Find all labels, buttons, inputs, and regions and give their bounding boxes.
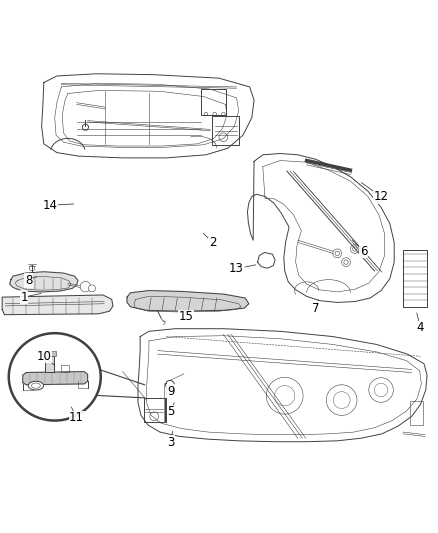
Polygon shape xyxy=(23,372,88,385)
Text: 15: 15 xyxy=(179,310,194,324)
Text: 9: 9 xyxy=(167,385,175,398)
Text: 5: 5 xyxy=(167,406,174,418)
Ellipse shape xyxy=(28,381,44,390)
Bar xyxy=(410,401,423,425)
Text: 8: 8 xyxy=(25,274,32,287)
Polygon shape xyxy=(10,272,78,292)
Bar xyxy=(144,398,165,422)
Text: 6: 6 xyxy=(360,245,367,257)
Text: 2: 2 xyxy=(208,236,216,249)
Text: 14: 14 xyxy=(43,199,58,212)
Bar xyxy=(403,250,427,307)
Text: 1: 1 xyxy=(20,290,28,304)
Polygon shape xyxy=(2,295,113,314)
Bar xyxy=(201,89,226,115)
Ellipse shape xyxy=(9,333,101,421)
Bar xyxy=(45,356,54,373)
Circle shape xyxy=(80,281,91,292)
Text: 3: 3 xyxy=(167,436,174,449)
Text: 12: 12 xyxy=(374,190,389,203)
Polygon shape xyxy=(127,290,249,311)
Bar xyxy=(212,116,239,145)
Circle shape xyxy=(88,285,95,292)
Text: 10: 10 xyxy=(36,350,51,363)
Bar xyxy=(61,365,69,373)
Text: 11: 11 xyxy=(69,411,84,424)
Text: 4: 4 xyxy=(417,321,424,334)
Bar xyxy=(43,351,56,356)
Text: 13: 13 xyxy=(229,262,244,275)
Text: 7: 7 xyxy=(311,302,319,314)
